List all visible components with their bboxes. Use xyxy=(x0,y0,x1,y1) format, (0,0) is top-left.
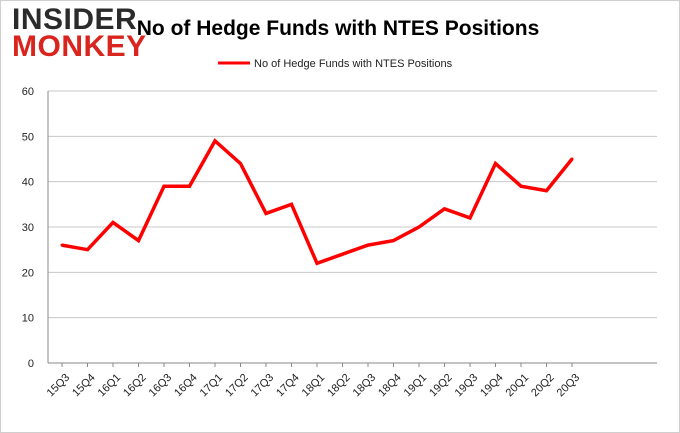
data-point xyxy=(137,239,140,243)
data-point xyxy=(213,139,217,143)
data-point xyxy=(570,157,574,161)
data-point xyxy=(545,189,548,193)
logo-line-2: MONKEY xyxy=(12,30,147,63)
y-tick-label: 30 xyxy=(22,222,34,234)
y-tick-label: 60 xyxy=(22,86,34,98)
y-tick-label: 40 xyxy=(22,177,34,189)
data-point xyxy=(239,162,242,166)
data-point xyxy=(443,207,446,211)
data-point xyxy=(392,239,395,243)
y-tick-label: 10 xyxy=(22,313,34,325)
series-line xyxy=(61,138,574,266)
x-tick-label: 17Q3 xyxy=(249,372,277,400)
data-point xyxy=(111,220,115,224)
data-point xyxy=(86,248,89,252)
x-tick-label: 18Q2 xyxy=(325,372,353,400)
data-point xyxy=(519,184,523,188)
x-tick-label: 15Q3 xyxy=(45,372,73,400)
data-point xyxy=(494,162,497,166)
logo-line-1: INSIDER xyxy=(12,3,138,36)
series xyxy=(60,138,574,266)
x-tick-label: 19Q4 xyxy=(478,372,506,400)
data-point xyxy=(60,243,64,247)
data-point xyxy=(315,261,319,265)
x-tick-label: 17Q4 xyxy=(274,372,302,400)
data-point xyxy=(417,225,421,229)
x-tick-label: 16Q3 xyxy=(147,372,175,400)
x-tick-label: 18Q4 xyxy=(376,372,404,400)
x-tick-label: 18Q3 xyxy=(351,372,379,400)
legend-label: No of Hedge Funds with NTES Positions xyxy=(254,58,453,70)
y-tick-label: 0 xyxy=(28,358,34,370)
x-tick-label: 17Q1 xyxy=(198,372,226,400)
data-point xyxy=(162,184,166,188)
data-point xyxy=(341,252,344,256)
x-tick-label: 15Q4 xyxy=(70,372,98,400)
x-tick-label: 16Q4 xyxy=(172,372,200,400)
grid xyxy=(48,90,657,319)
data-point xyxy=(290,202,293,206)
data-point xyxy=(188,184,191,188)
y-tick-label: 50 xyxy=(22,131,34,143)
x-tick-label: 20Q2 xyxy=(529,372,557,400)
y-tick-label: 20 xyxy=(22,267,34,279)
data-point xyxy=(366,243,370,247)
x-tick-label: 20Q1 xyxy=(504,372,532,400)
x-tick-label: 19Q3 xyxy=(453,372,481,400)
data-point xyxy=(468,216,472,220)
x-tick-label: 16Q2 xyxy=(121,372,149,400)
chart-title: No of Hedge Funds with NTES Positions xyxy=(137,17,540,40)
x-tick-label: 20Q3 xyxy=(555,372,583,400)
legend: No of Hedge Funds with NTES Positions xyxy=(218,58,453,70)
x-tick-label: 17Q2 xyxy=(223,372,251,400)
data-point xyxy=(264,211,268,215)
x-tick-label: 18Q1 xyxy=(300,372,328,400)
axes: 010203040506015Q315Q416Q116Q216Q316Q417Q… xyxy=(22,86,657,399)
x-tick-label: 19Q1 xyxy=(402,372,430,400)
x-tick-label: 16Q1 xyxy=(96,372,124,400)
x-tick-label: 19Q2 xyxy=(427,372,455,400)
insider-monkey-logo: INSIDER MONKEY xyxy=(12,3,147,63)
